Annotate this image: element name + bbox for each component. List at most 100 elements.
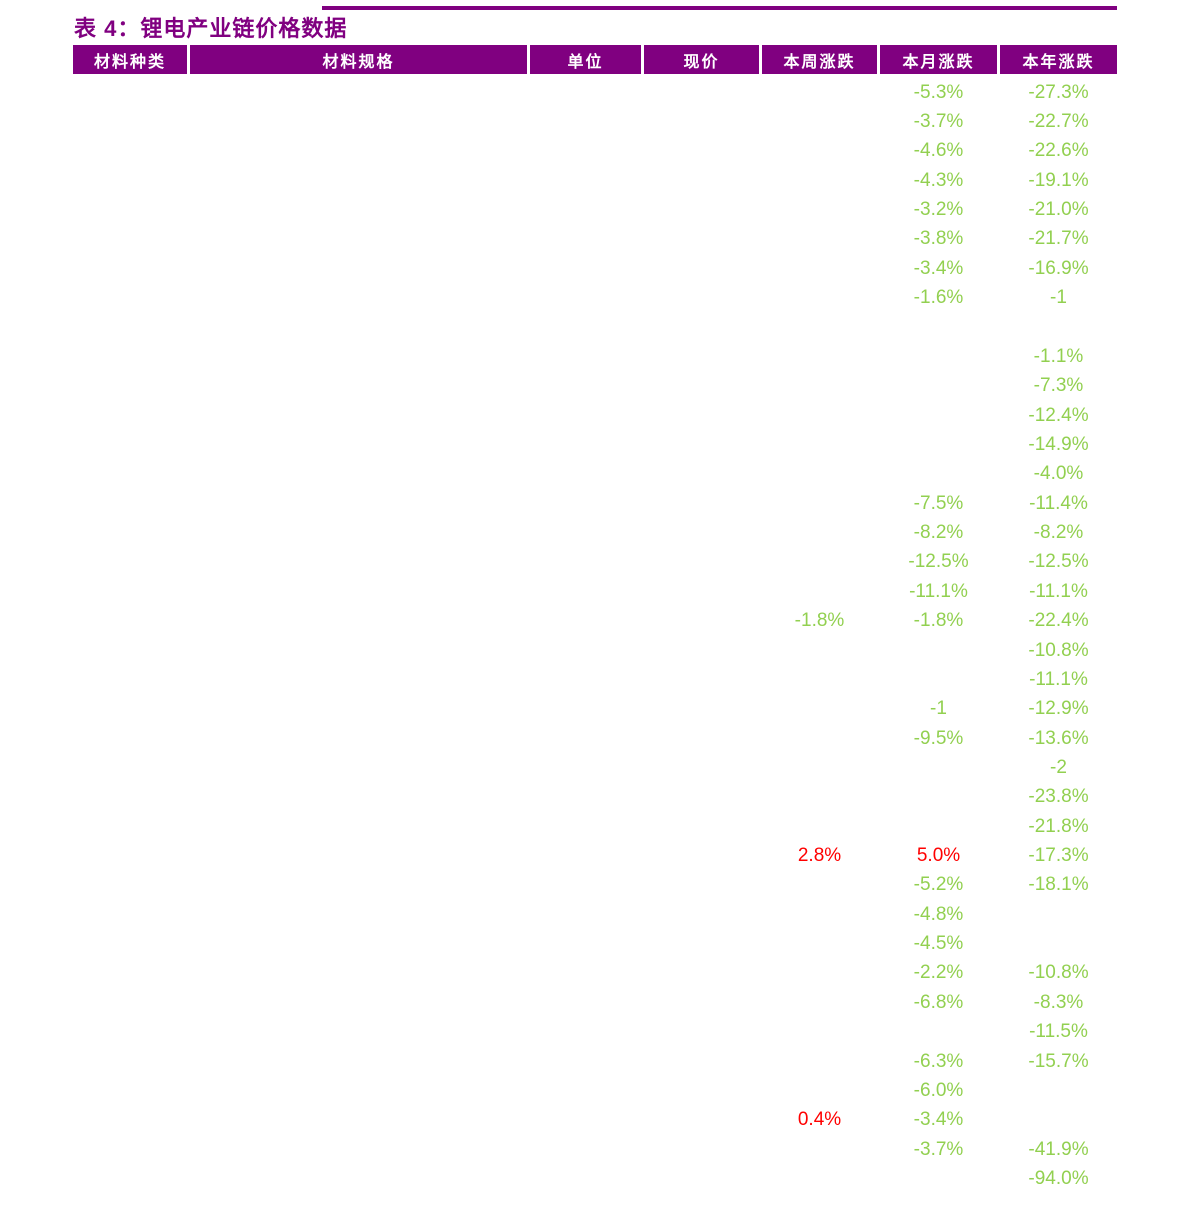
cell-current-price <box>644 107 759 136</box>
column-header-month-change: 本月涨跌 <box>880 45 997 74</box>
cell-year-change: -14.9% <box>1028 433 1089 455</box>
cell-week-change <box>762 107 877 136</box>
cell-month-change <box>880 430 997 459</box>
cell-current-price <box>644 606 759 635</box>
cell-month-change: -8.2% <box>913 522 964 544</box>
cell-material-spec <box>190 900 527 929</box>
cell-week-change <box>762 284 877 313</box>
cell-unit <box>530 988 641 1017</box>
cell-unit <box>530 460 641 489</box>
cell-material-type <box>73 430 187 459</box>
cell-material-spec <box>190 254 527 283</box>
cell-current-price <box>644 489 759 518</box>
cell-current-price <box>644 1106 759 1135</box>
cell-material-type <box>73 841 187 870</box>
cell-month-change <box>880 665 997 694</box>
cell-month-change: -4.8% <box>913 903 964 925</box>
cell-current-price <box>644 166 759 195</box>
cell-material-spec <box>190 225 527 254</box>
cell-unit <box>530 1164 641 1193</box>
cell-week-change <box>762 342 877 371</box>
cell-year-change: -18.1% <box>1028 874 1089 896</box>
cell-material-spec <box>190 78 527 107</box>
table-row: -6.0% <box>73 1076 1117 1105</box>
cell-year-change: -11.4% <box>1029 492 1088 514</box>
cell-week-change <box>762 988 877 1017</box>
cell-unit <box>530 166 641 195</box>
cell-week-change <box>762 665 877 694</box>
cell-material-spec <box>190 284 527 313</box>
cell-unit <box>530 342 641 371</box>
cell-year-change: -8.3% <box>1033 991 1084 1013</box>
cell-month-change <box>880 372 997 401</box>
cell-year-change: -23.8% <box>1028 786 1089 808</box>
cell-material-spec <box>190 753 527 782</box>
cell-material-spec <box>190 988 527 1017</box>
cell-unit <box>530 284 641 313</box>
cell-year-change: -10.8% <box>1028 962 1089 984</box>
cell-material-type <box>73 313 187 342</box>
cell-current-price <box>644 1135 759 1164</box>
cell-current-price <box>644 254 759 283</box>
top-divider-line <box>322 6 1117 10</box>
cell-current-price <box>644 665 759 694</box>
table-row: -3.8% -21.7% <box>73 225 1117 254</box>
cell-year-change: -19.1% <box>1028 169 1089 191</box>
cell-year-change: -22.4% <box>1028 610 1089 632</box>
column-header-week-change: 本周涨跌 <box>762 45 877 74</box>
cell-week-change <box>762 812 877 841</box>
cell-week-change <box>762 78 877 107</box>
cell-month-change: -2.2% <box>913 962 964 984</box>
cell-material-spec <box>190 577 527 606</box>
cell-current-price <box>644 342 759 371</box>
table-row: -7.3% <box>73 372 1117 401</box>
cell-year-change: -21.8% <box>1028 815 1089 837</box>
table-header-row: 材料种类 材料规格 单位 现价 本周涨跌 本月涨跌 本年涨跌 <box>73 45 1117 74</box>
cell-material-type <box>73 372 187 401</box>
table-row: -14.9% <box>73 430 1117 459</box>
cell-week-change <box>762 900 877 929</box>
cell-material-type <box>73 988 187 1017</box>
cell-month-change <box>880 342 997 371</box>
table-row: -1.6% -1 <box>73 284 1117 313</box>
cell-year-change: -27.3% <box>1028 81 1089 103</box>
cell-material-spec <box>190 518 527 547</box>
cell-unit <box>530 107 641 136</box>
table-row: -11.1% <box>73 665 1117 694</box>
cell-material-spec <box>190 1164 527 1193</box>
cell-month-change <box>880 812 997 841</box>
cell-material-spec <box>190 548 527 577</box>
cell-material-spec <box>190 695 527 724</box>
cell-unit <box>530 1106 641 1135</box>
cell-unit <box>530 900 641 929</box>
table-row: -23.8% <box>73 783 1117 812</box>
table-row: -3.7% -22.7% <box>73 107 1117 136</box>
cell-unit <box>530 1135 641 1164</box>
table-row: -3.4% -16.9% <box>73 254 1117 283</box>
cell-month-change: -4.6% <box>913 140 964 162</box>
cell-year-change: -13.6% <box>1028 727 1089 749</box>
cell-material-type <box>73 753 187 782</box>
cell-current-price <box>644 636 759 665</box>
cell-month-change <box>880 460 997 489</box>
cell-material-type <box>73 518 187 547</box>
cell-material-type <box>73 137 187 166</box>
column-header-material-spec: 材料规格 <box>190 45 527 74</box>
table-row: -1.1% <box>73 342 1117 371</box>
cell-week-change <box>762 636 877 665</box>
cell-year-change: -12.9% <box>1028 698 1089 720</box>
cell-material-type <box>73 606 187 635</box>
cell-current-price <box>644 812 759 841</box>
cell-material-type <box>73 783 187 812</box>
cell-week-change: 0.4% <box>797 1109 842 1131</box>
cell-material-spec <box>190 665 527 694</box>
cell-current-price <box>644 1047 759 1076</box>
table-row: -11.1% -11.1% <box>73 577 1117 606</box>
cell-week-change <box>762 753 877 782</box>
cell-current-price <box>644 137 759 166</box>
cell-week-change <box>762 518 877 547</box>
cell-year-change: -12.4% <box>1028 404 1089 426</box>
cell-unit <box>530 78 641 107</box>
cell-material-spec <box>190 841 527 870</box>
cell-unit <box>530 695 641 724</box>
